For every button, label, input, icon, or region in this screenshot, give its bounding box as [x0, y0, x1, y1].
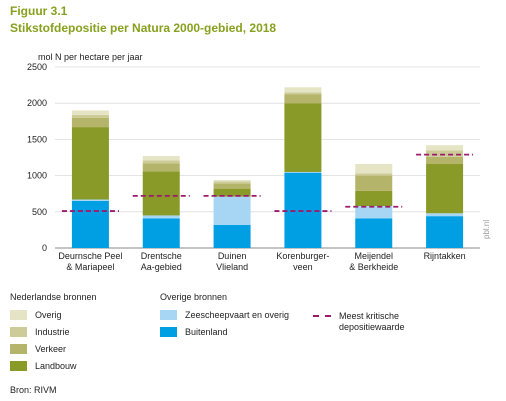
legend-label: Zeescheepvaart en overig — [185, 310, 290, 320]
x-tick-label: Drentsche — [141, 251, 182, 261]
bar-segment-verkeer — [284, 94, 322, 104]
bar-segment-overig — [284, 87, 322, 93]
bar-segment-overig — [71, 110, 109, 115]
legend-label: Industrie — [35, 327, 70, 337]
stacked-bar-chart: mol N per hectare per jaar 0 500 1000 1500 20… — [27, 52, 480, 272]
y-tick-label: 2000 — [27, 98, 47, 108]
figure-label: Figuur 3.1 — [10, 4, 68, 18]
bar-segment-industrie — [284, 92, 322, 95]
y-tick-label: 1000 — [27, 171, 47, 181]
legend-swatch-landbouw — [10, 361, 27, 371]
legend-label: Overig — [35, 310, 62, 320]
legend-item-buitenland: Buitenland — [160, 326, 289, 338]
legend-other-sources: Overige bronnen Zeescheepvaart en overig… — [160, 292, 289, 343]
x-tick-label: Meijendel — [354, 251, 393, 261]
bar-segment-overig — [213, 179, 251, 182]
y-tick-label: 2500 — [27, 62, 47, 72]
bar-segment-buitenland — [426, 216, 464, 248]
legend-swatch-buitenland — [160, 327, 177, 337]
figure-title: Stikstofdepositie per Natura 2000-gebied… — [10, 21, 277, 35]
y-tick-label: 0 — [42, 243, 47, 253]
y-tick-label: 500 — [32, 207, 47, 217]
bar-segment-buitenland — [71, 200, 109, 248]
x-tick-label: Vlieland — [216, 262, 248, 272]
bar-segment-verkeer — [213, 183, 251, 189]
bar-segment-overig — [142, 156, 180, 161]
bar-segment-landbouw — [213, 188, 251, 197]
bar-segment-industrie — [426, 150, 464, 157]
bar-segment-verkeer — [71, 117, 109, 128]
bar-segment-landbouw — [355, 190, 393, 207]
bar-segment-overig — [355, 164, 393, 174]
bar-segment-industrie — [355, 173, 393, 176]
legend-swatch-industrie — [10, 327, 27, 337]
legend-item-verkeer: Verkeer — [10, 343, 97, 355]
bar-segment-landbouw — [142, 171, 180, 216]
legend-label: Landbouw — [35, 361, 77, 371]
legend-dutch-sources: Nederlandse bronnen Overig Industrie Ver… — [10, 292, 97, 377]
bar-segment-zeescheepvaart-en-overig — [284, 171, 322, 173]
bar-segment-verkeer — [426, 156, 464, 165]
bar-segment-landbouw — [426, 164, 464, 214]
bar-segment-landbouw — [284, 103, 322, 172]
legend-label: Buitenland — [185, 327, 228, 337]
legend-item-industrie: Industrie — [10, 326, 97, 338]
bar-segment-zeescheepvaart-en-overig — [426, 213, 464, 217]
x-tick-label: Deurnsche Peel — [58, 251, 122, 261]
x-tick-label: Aa-gebied — [141, 262, 182, 272]
bar-segment-zeescheepvaart-en-overig — [355, 206, 393, 219]
bar-segment-landbouw — [71, 127, 109, 200]
legend-group-title: Nederlandse bronnen — [10, 292, 97, 302]
bar-segment-zeescheepvaart-en-overig — [142, 215, 180, 219]
bar-segment-industrie — [71, 114, 109, 118]
bar-segment-verkeer — [142, 163, 180, 172]
y-unit-label: mol N per hectare per jaar — [38, 52, 143, 62]
legend-item-zeescheepvaart: Zeescheepvaart en overig — [160, 309, 289, 321]
bar-segment-industrie — [213, 181, 251, 184]
legend-label-cont: depositiewaarde — [339, 322, 405, 332]
bar-segment-buitenland — [142, 218, 180, 248]
legend-label: Verkeer — [35, 344, 67, 354]
legend-item-critical: Meest kritische — [313, 310, 405, 322]
y-tick-label: 1500 — [27, 134, 47, 144]
x-tick-label: veen — [293, 262, 313, 272]
legend-swatch-zeescheepvaart — [160, 310, 177, 320]
x-tick-label: & Berkheide — [349, 262, 398, 272]
bar-segment-overig — [426, 145, 464, 151]
bar-segment-buitenland — [355, 218, 393, 248]
legend-group-title: Overige bronnen — [160, 292, 228, 302]
legend-item-overig: Overig — [10, 309, 97, 321]
bar-segment-verkeer — [355, 175, 393, 191]
legend-critical-value: Meest kritische depositiewaarde — [313, 310, 405, 332]
bar-segment-zeescheepvaart-en-overig — [71, 199, 109, 201]
x-tick-label: Korenburger- — [276, 251, 329, 261]
watermark: pbl.nl — [482, 219, 491, 239]
bar-segment-industrie — [142, 160, 180, 164]
source-note: Bron: RIVM — [10, 385, 57, 395]
legend-swatch-verkeer — [10, 344, 27, 354]
legend-label: Meest kritische — [339, 311, 400, 321]
legend-item-landbouw: Landbouw — [10, 360, 97, 372]
legend-swatch-overig — [10, 310, 27, 320]
legend-dash-critical — [313, 315, 331, 317]
x-tick-label: Duinen — [218, 251, 247, 261]
bar-segment-zeescheepvaart-en-overig — [213, 196, 251, 225]
x-tick-label: Rijntakken — [424, 251, 466, 261]
x-tick-label: & Mariapeel — [66, 262, 114, 272]
bar-segment-buitenland — [213, 224, 251, 248]
